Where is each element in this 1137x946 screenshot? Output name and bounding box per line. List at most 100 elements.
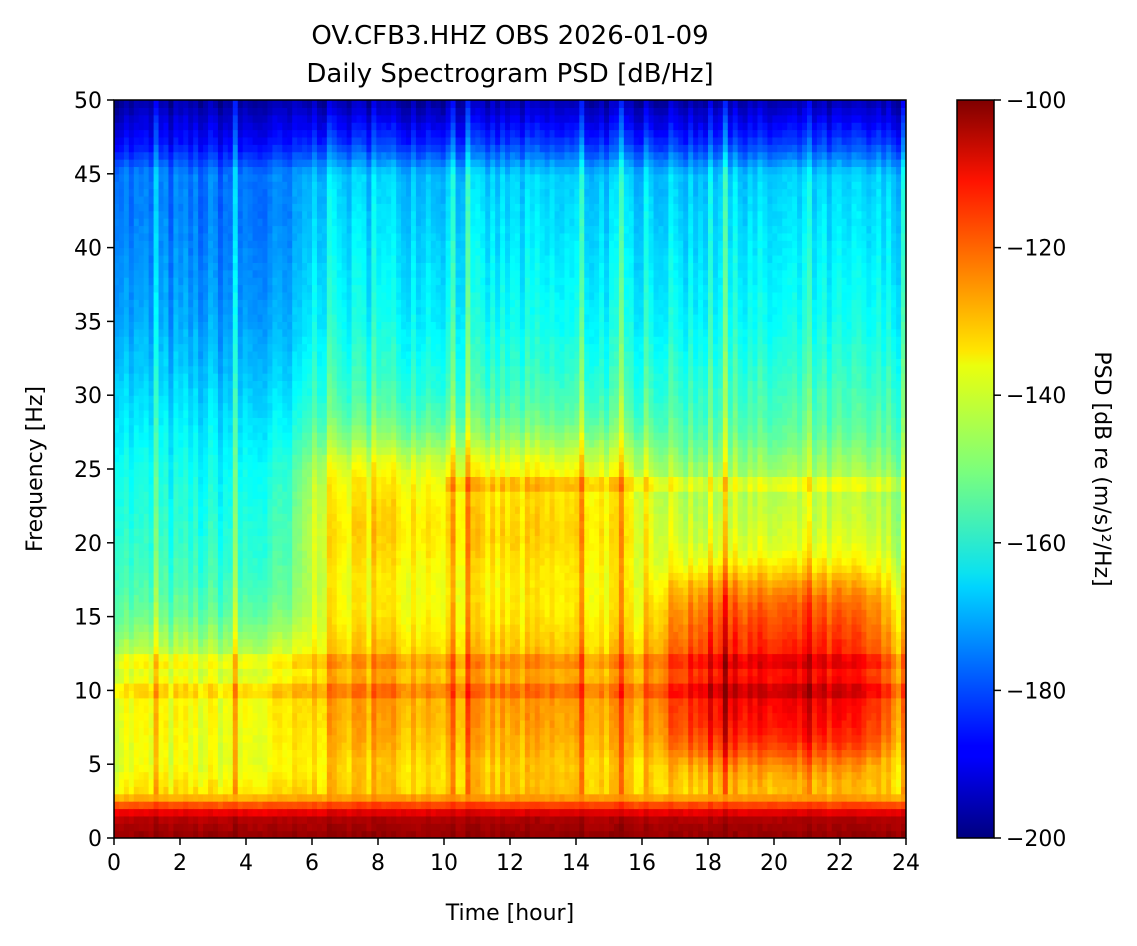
heatmap-cell: [163, 786, 170, 795]
heatmap-cell: [118, 697, 125, 706]
heatmap-cell: [312, 579, 318, 588]
heatmap-cell: [188, 432, 194, 441]
heatmap-cell: [128, 653, 135, 662]
heatmap-cell: [277, 387, 283, 396]
heatmap-cell: [208, 705, 214, 714]
heatmap-cell: [213, 734, 219, 743]
heatmap-cell: [168, 764, 174, 773]
heatmap-cell: [287, 314, 293, 322]
heatmap-cell: [346, 218, 353, 227]
heatmap-cell: [148, 483, 155, 492]
heatmap-cell: [257, 734, 264, 743]
heatmap-cell: [232, 402, 239, 411]
heatmap-cell: [178, 727, 184, 736]
heatmap-cell: [272, 136, 278, 145]
heatmap-cell: [188, 483, 194, 492]
heatmap-cell: [237, 314, 244, 322]
heatmap-cell: [153, 771, 160, 780]
heatmap-cell: [153, 483, 160, 492]
heatmap-cell: [272, 114, 278, 123]
heatmap-cell: [346, 660, 353, 669]
heatmap-cell: [287, 572, 293, 581]
heatmap-cell: [198, 830, 204, 838]
heatmap-cell: [247, 793, 254, 802]
heatmap-cell: [227, 734, 234, 743]
heatmap-cell: [128, 114, 135, 123]
heatmap-cell: [232, 247, 239, 256]
heatmap-cell: [267, 483, 273, 492]
heatmap-cell: [267, 542, 273, 551]
heatmap-cell: [312, 240, 318, 249]
heatmap-cell: [297, 476, 303, 485]
heatmap-cell: [341, 660, 348, 669]
heatmap-cell: [183, 801, 189, 810]
heatmap-cell: [208, 129, 214, 138]
heatmap-cell: [123, 277, 130, 286]
heatmap-cell: [168, 284, 174, 293]
heatmap-cell: [321, 476, 328, 485]
heatmap-cell: [133, 269, 140, 278]
heatmap-cell: [208, 734, 214, 743]
heatmap-cell: [237, 594, 244, 603]
heatmap-cell: [287, 454, 293, 463]
heatmap-cell: [183, 528, 189, 537]
heatmap-cell: [114, 734, 120, 743]
heatmap-cell: [158, 336, 165, 345]
heatmap-cell: [272, 808, 278, 817]
heatmap-cell: [282, 247, 288, 256]
heatmap-cell: [336, 218, 343, 227]
heatmap-cell: [247, 535, 254, 544]
heatmap-cell: [203, 365, 209, 374]
heatmap-cell: [351, 564, 358, 573]
heatmap-cell: [128, 151, 135, 160]
heatmap-cell: [336, 380, 343, 389]
heatmap-cell: [217, 343, 224, 352]
heatmap-cell: [242, 469, 249, 477]
heatmap-cell: [203, 793, 209, 802]
heatmap-cell: [128, 417, 135, 426]
heatmap-cell: [346, 343, 353, 352]
heatmap-cell: [351, 218, 358, 227]
heatmap-cell: [346, 306, 353, 315]
heatmap-cell: [242, 321, 249, 330]
heatmap-cell: [193, 328, 199, 337]
heatmap-cell: [307, 801, 313, 810]
heatmap-cell: [188, 336, 194, 345]
heatmap-cell: [188, 365, 194, 374]
heatmap-cell: [188, 358, 194, 367]
heatmap-cell: [188, 528, 194, 537]
heatmap-cell: [114, 778, 120, 787]
heatmap-cell: [208, 232, 214, 241]
heatmap-cell: [227, 277, 234, 286]
heatmap-cell: [123, 830, 130, 838]
heatmap-cell: [222, 402, 229, 411]
heatmap-cell: [302, 587, 308, 596]
heatmap-cell: [178, 749, 184, 758]
heatmap-cell: [148, 719, 155, 728]
heatmap-cell: [198, 291, 204, 300]
heatmap-cell: [307, 195, 313, 204]
heatmap-cell: [232, 660, 239, 669]
heatmap-cell: [173, 188, 179, 197]
heatmap-cell: [282, 764, 288, 773]
heatmap-cell: [292, 572, 298, 581]
heatmap-cell: [277, 225, 283, 234]
heatmap-cell: [331, 166, 338, 175]
heatmap-cell: [163, 402, 170, 411]
heatmap-cell: [148, 100, 155, 108]
heatmap-cell: [312, 830, 318, 838]
heatmap-cell: [114, 181, 120, 190]
heatmap-cell: [302, 144, 308, 153]
heatmap-cell: [203, 712, 209, 721]
heatmap-cell: [123, 350, 130, 359]
heatmap-cell: [123, 771, 130, 780]
heatmap-cell: [148, 793, 155, 802]
heatmap-cell: [331, 476, 338, 485]
heatmap-cell: [316, 454, 323, 463]
heatmap-cell: [208, 498, 214, 507]
heatmap-cell: [302, 498, 308, 507]
heatmap-cell: [316, 306, 323, 315]
heatmap-cell: [232, 107, 239, 116]
heatmap-cell: [222, 683, 229, 691]
heatmap-cell: [247, 491, 254, 500]
